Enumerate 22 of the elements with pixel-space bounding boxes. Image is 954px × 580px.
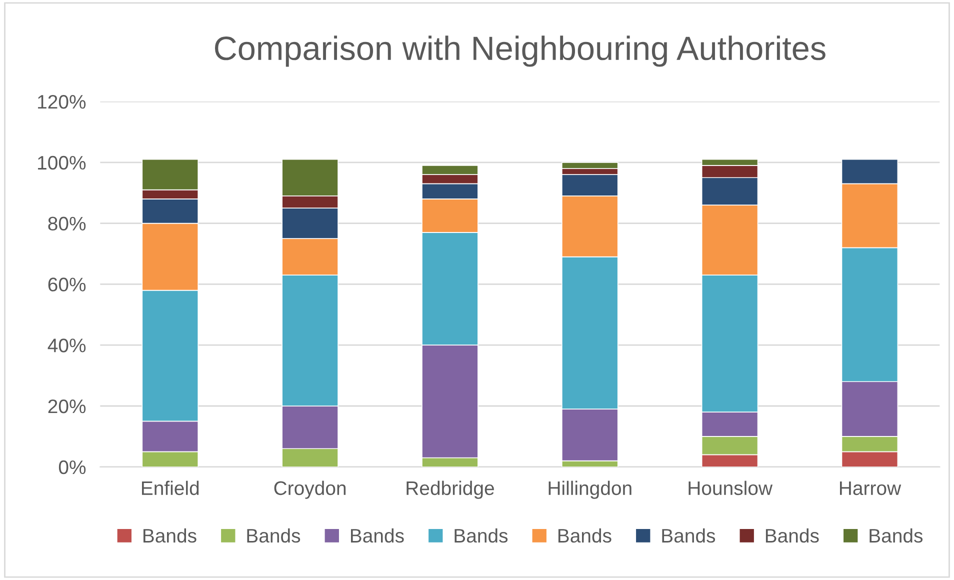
y-tick-label: 40% — [48, 338, 86, 352]
y-tick-label: 100% — [38, 156, 86, 170]
y-tick-label: 0% — [58, 460, 86, 474]
legend-label: Bands — [454, 528, 508, 543]
x-tick-label: Redbridge — [406, 480, 494, 499]
x-tick-label: Hillingdon — [548, 480, 632, 499]
y-tick-label: 60% — [48, 278, 86, 292]
chart-title: Comparison with Neighbouring Authorites — [214, 36, 826, 67]
y-tick-label: 80% — [48, 216, 86, 231]
legend-label: Bands — [870, 528, 923, 543]
legend-label: Bands — [558, 528, 612, 543]
legend-label: Bands — [766, 528, 819, 543]
x-tick-label: Hounslow — [688, 480, 773, 496]
legend-label: Bands — [247, 528, 300, 543]
legend-label: Bands — [350, 528, 404, 543]
y-tick-label: 120% — [38, 94, 86, 109]
y-tick-label: 20% — [48, 399, 86, 414]
legend-label: Bands — [662, 528, 716, 543]
legend-label: Bands — [144, 528, 196, 543]
x-tick-label: Croydon — [274, 480, 346, 499]
x-tick-label: Enfield — [142, 480, 199, 496]
x-tick-label: Harrow — [840, 482, 902, 496]
